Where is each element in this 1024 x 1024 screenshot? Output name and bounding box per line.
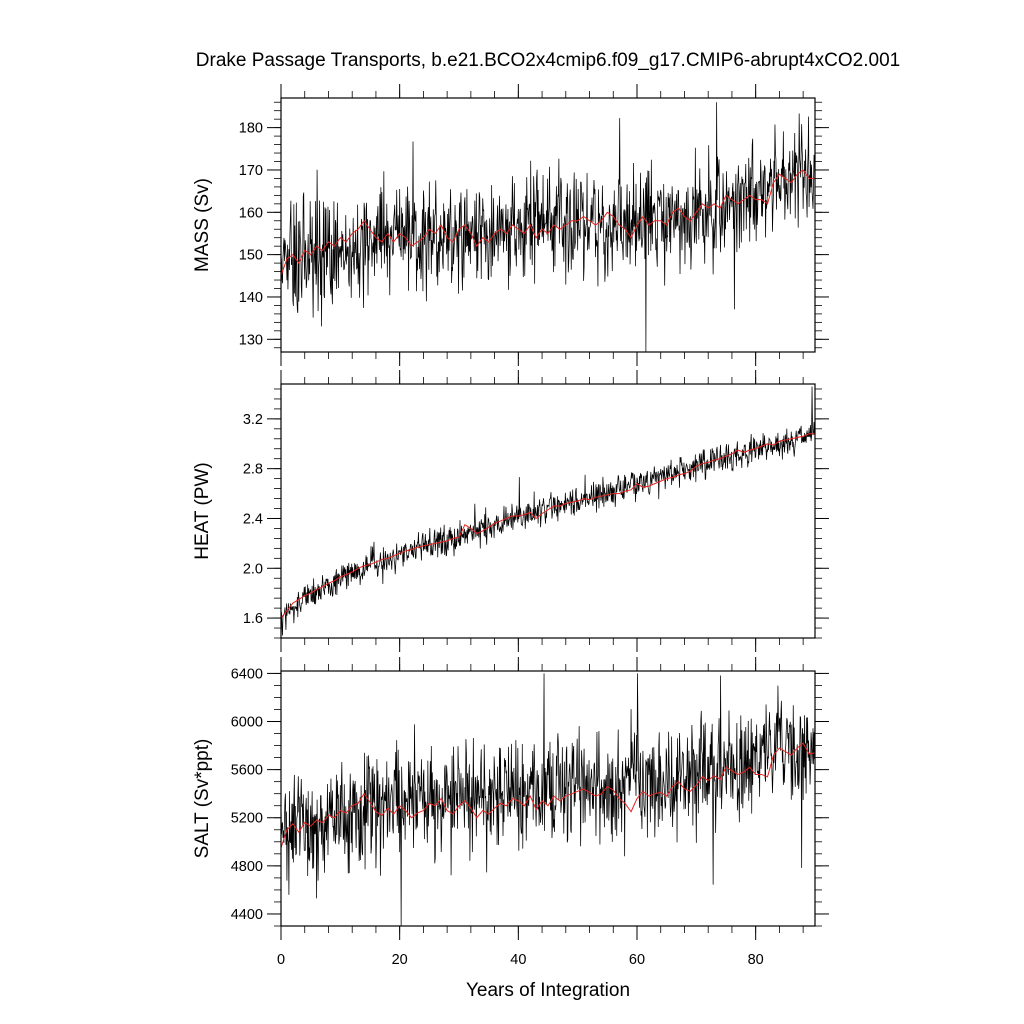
y-tick-label: 170: [239, 163, 263, 179]
mass-ytick-labels: 130 140 150 160 170 180: [239, 121, 263, 349]
y-tick-label: 160: [239, 205, 263, 221]
mass-monthly-line: [280, 102, 816, 353]
mass-ylabel: MASS (Sv): [192, 178, 213, 272]
heat-ytick-labels: 1.6 2.0 2.4 2.8 3.2: [243, 412, 263, 627]
salt-monthly-line: [280, 673, 816, 927]
y-tick-label: 6000: [231, 715, 263, 731]
y-tick-label: 2.0: [243, 561, 263, 577]
salt-panel: 4400 4800 5200 5600 6000 6400 SALT (Sv*ppt): [192, 657, 829, 940]
heat-plot-frame: [280, 383, 816, 639]
x-tick-label: 40: [510, 952, 526, 968]
x-tick-label: 60: [629, 952, 645, 968]
y-tick-label: 150: [239, 248, 263, 264]
x-axis-label: Years of Integration: [466, 980, 630, 1001]
heat-ticks: [267, 370, 829, 652]
salt-annual-mean-line: [280, 742, 816, 848]
x-tick-label: 20: [392, 952, 408, 968]
y-tick-label: 2.4: [243, 511, 263, 527]
mass-plot-frame: [280, 97, 816, 353]
y-tick-label: 5200: [231, 811, 263, 827]
heat-panel: 1.6 2.0 2.4 2.8 3.2 HEAT (PW): [192, 370, 829, 652]
y-tick-label: 6400: [231, 666, 263, 682]
figure-title: Drake Passage Transports, b.e21.BCO2x4cm…: [196, 50, 900, 71]
mass-ticks: [267, 84, 829, 366]
heat-annual-mean-line: [280, 433, 815, 619]
y-tick-label: 2.8: [243, 462, 263, 478]
y-tick-label: 5600: [231, 763, 263, 779]
x-tick-labels: 0 20 40 60 80: [277, 952, 764, 968]
y-tick-label: 140: [239, 290, 263, 306]
heat-ylabel: HEAT (PW): [192, 462, 213, 559]
y-tick-label: 4800: [231, 859, 263, 875]
y-tick-label: 3.2: [243, 412, 263, 428]
salt-ytick-labels: 4400 4800 5200 5600 6000 6400: [231, 666, 263, 923]
y-tick-label: 4400: [231, 907, 263, 923]
mass-annual-mean-line: [280, 169, 815, 276]
salt-ticks: [267, 657, 829, 940]
x-tick-label: 80: [748, 952, 764, 968]
y-tick-label: 180: [239, 121, 263, 137]
y-tick-label: 1.6: [243, 611, 263, 627]
x-tick-label: 0: [277, 952, 285, 968]
salt-ylabel: SALT (Sv*ppt): [192, 739, 213, 859]
heat-monthly-line: [280, 386, 816, 636]
salt-plot-frame: [280, 670, 816, 927]
y-tick-label: 130: [239, 332, 263, 348]
mass-panel: 130 140 150 160 170 180 MASS (Sv): [192, 84, 829, 366]
